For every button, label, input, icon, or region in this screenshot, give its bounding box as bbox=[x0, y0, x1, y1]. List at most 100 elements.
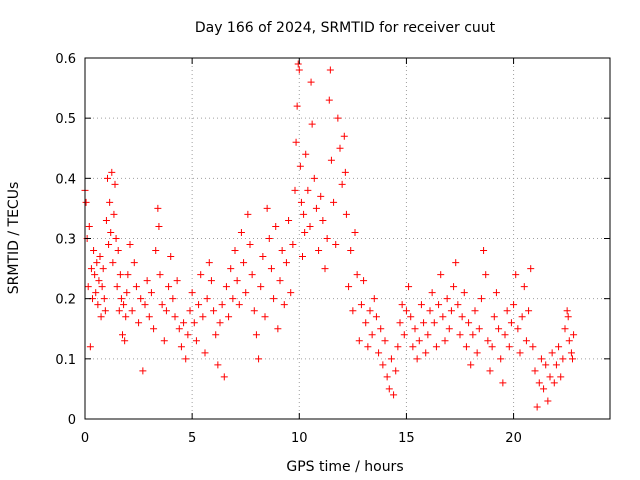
data-point bbox=[186, 307, 194, 315]
data-point bbox=[377, 325, 385, 333]
data-point bbox=[112, 235, 120, 242]
data-point bbox=[199, 313, 207, 321]
data-point bbox=[289, 241, 297, 249]
data-point bbox=[150, 325, 158, 333]
data-point bbox=[98, 283, 106, 291]
data-point bbox=[507, 319, 515, 327]
data-points bbox=[81, 60, 578, 411]
data-point bbox=[306, 222, 314, 230]
data-point bbox=[362, 319, 370, 327]
x-tick-label: 0 bbox=[81, 431, 89, 446]
data-point bbox=[334, 114, 342, 122]
data-point bbox=[398, 301, 406, 309]
data-point bbox=[465, 319, 473, 327]
data-point bbox=[310, 174, 318, 182]
data-point bbox=[555, 343, 563, 351]
data-point bbox=[227, 265, 235, 273]
data-point bbox=[484, 337, 492, 345]
data-point bbox=[375, 349, 383, 357]
data-point bbox=[108, 168, 116, 176]
data-point bbox=[297, 198, 305, 206]
data-point bbox=[312, 204, 320, 212]
y-tick-label: 0.2 bbox=[55, 293, 76, 308]
data-point bbox=[512, 271, 520, 279]
data-point bbox=[121, 337, 129, 345]
data-point bbox=[115, 307, 123, 315]
data-point bbox=[561, 325, 569, 333]
data-point bbox=[135, 319, 143, 327]
data-point bbox=[535, 379, 543, 387]
data-point bbox=[345, 283, 353, 291]
data-point bbox=[308, 120, 316, 128]
data-point bbox=[265, 235, 273, 242]
data-point bbox=[96, 253, 104, 261]
data-point bbox=[299, 253, 306, 261]
data-point bbox=[165, 283, 173, 291]
data-point bbox=[282, 259, 290, 267]
data-point bbox=[304, 186, 312, 194]
data-point bbox=[143, 277, 151, 285]
data-point bbox=[175, 325, 183, 333]
data-point bbox=[255, 355, 263, 363]
data-point bbox=[426, 307, 434, 315]
data-point bbox=[544, 397, 552, 405]
data-point bbox=[246, 241, 254, 249]
data-point bbox=[548, 349, 556, 357]
data-point bbox=[102, 216, 110, 224]
data-point bbox=[340, 132, 348, 140]
y-axis-label: SRMTID / TECUs bbox=[6, 182, 22, 295]
data-point bbox=[372, 313, 380, 321]
data-point bbox=[147, 289, 155, 297]
data-point bbox=[169, 295, 177, 303]
data-point bbox=[445, 325, 453, 333]
data-point bbox=[90, 247, 98, 255]
data-point bbox=[233, 277, 241, 285]
data-point bbox=[261, 313, 269, 321]
data-point bbox=[294, 60, 302, 68]
data-point bbox=[550, 379, 558, 387]
data-point bbox=[128, 307, 136, 315]
data-point bbox=[366, 307, 374, 315]
data-point bbox=[225, 313, 233, 321]
data-point bbox=[203, 295, 211, 303]
y-tick-label: 0.4 bbox=[55, 172, 76, 187]
y-tick-label: 0.5 bbox=[55, 112, 76, 127]
data-point bbox=[462, 343, 470, 351]
data-point bbox=[385, 385, 393, 393]
data-point bbox=[94, 301, 102, 309]
data-point bbox=[417, 301, 425, 309]
data-point bbox=[167, 253, 175, 261]
data-point bbox=[109, 259, 117, 267]
data-point bbox=[210, 307, 218, 315]
data-point bbox=[201, 349, 209, 357]
data-point bbox=[285, 216, 293, 224]
data-point bbox=[424, 331, 432, 339]
data-point bbox=[124, 271, 132, 279]
data-point bbox=[188, 289, 196, 297]
data-point bbox=[447, 307, 455, 315]
data-point bbox=[229, 295, 237, 303]
data-point bbox=[353, 271, 361, 279]
data-point bbox=[341, 168, 349, 176]
data-point bbox=[486, 367, 494, 375]
data-point bbox=[86, 343, 94, 351]
data-point bbox=[422, 349, 430, 357]
data-point bbox=[100, 295, 108, 303]
data-point bbox=[351, 228, 359, 236]
data-point bbox=[319, 216, 327, 224]
data-point bbox=[357, 301, 365, 309]
data-point bbox=[409, 343, 417, 351]
data-point bbox=[569, 355, 576, 363]
data-point bbox=[552, 361, 560, 369]
data-point bbox=[364, 343, 372, 351]
data-point bbox=[280, 301, 288, 309]
data-point bbox=[137, 295, 145, 303]
data-point bbox=[325, 96, 333, 104]
data-point bbox=[323, 235, 331, 242]
data-point bbox=[218, 301, 226, 309]
data-point bbox=[95, 277, 103, 285]
data-point bbox=[381, 337, 389, 345]
data-point bbox=[510, 301, 518, 309]
data-point bbox=[540, 385, 548, 393]
